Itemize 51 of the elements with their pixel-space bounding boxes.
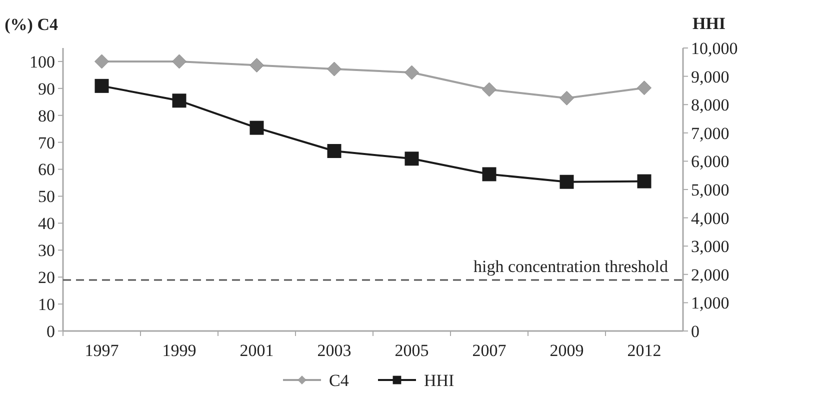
point (560, 90, 574, 106)
y-tick-label: 80 (38, 106, 55, 126)
x-tick-label: 2003 (317, 341, 352, 360)
point (482, 82, 496, 97)
y-tick-label: 40 (38, 214, 55, 234)
y-axis-title: (%) C4 (4, 15, 58, 34)
point (327, 62, 342, 76)
legend-label: HHI (424, 370, 455, 390)
y2-tick-label: 8,000 (691, 96, 730, 115)
y2-tick-label: 0 (691, 322, 700, 341)
x-tick-label: 1999 (162, 341, 196, 360)
x-tick-label: 2007 (472, 341, 507, 360)
point (404, 152, 419, 166)
point (94, 78, 109, 93)
y2-axis-title: HHI (692, 14, 726, 33)
y-tick-label: 70 (38, 133, 55, 152)
point (250, 120, 264, 135)
ref-line-label: high concentration threshold (473, 257, 668, 276)
y2-tick-label: 10,000 (691, 38, 738, 58)
x-tick-label: 2001 (240, 341, 274, 360)
point (482, 167, 496, 182)
point (560, 174, 574, 189)
y-tick-label: 20 (38, 268, 55, 288)
point (94, 54, 109, 69)
y-tick-label: 100 (30, 52, 55, 72)
y-tick-label: 60 (38, 160, 55, 180)
y2-tick-label: 2,000 (691, 265, 730, 284)
y2-tick-label: 6,000 (691, 152, 730, 172)
y2-tick-label: 1,000 (691, 294, 730, 313)
legend-label: C4 (329, 370, 350, 390)
x-tick-label: 1997 (84, 341, 120, 360)
x-tick-label: 2012 (627, 341, 662, 360)
point (637, 174, 652, 188)
point (637, 80, 652, 96)
y-tick-label: 10 (38, 295, 55, 314)
point (172, 54, 186, 69)
x-tick-label: 2009 (550, 341, 584, 360)
y2-tick-label: 4,000 (691, 208, 730, 228)
point (327, 144, 342, 158)
point (404, 65, 419, 80)
y-tick-label: 30 (38, 241, 55, 260)
y-tick-label: 50 (38, 187, 55, 206)
y-tick-label: 0 (46, 322, 55, 341)
y2-tick-label: 9,000 (691, 67, 730, 86)
y2-tick-label: 5,000 (691, 180, 730, 200)
y2-tick-label: 3,000 (691, 237, 730, 256)
x-tick-label: 2005 (394, 341, 429, 360)
y2-tick-label: 7,000 (691, 124, 730, 143)
point (250, 58, 264, 72)
point (172, 94, 186, 108)
y-tick-label: 90 (38, 79, 55, 98)
